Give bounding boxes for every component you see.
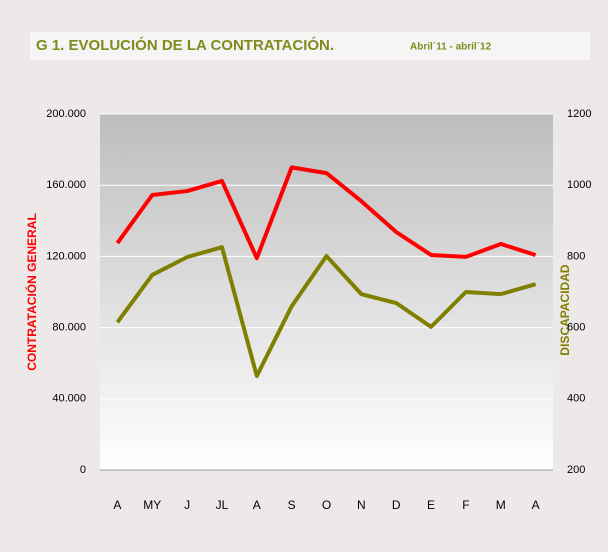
y-tick-label: 120.000 bbox=[46, 250, 86, 262]
y2-tick-label: 200 bbox=[567, 464, 585, 476]
x-tick-label: A bbox=[113, 498, 121, 512]
x-tick-label: JL bbox=[216, 498, 229, 512]
x-tick-label: A bbox=[532, 498, 540, 512]
y-tick-label: 40.000 bbox=[52, 393, 86, 405]
x-tick-label: F bbox=[462, 498, 469, 512]
y-axis-label: CONTRATACIÓN GENERAL bbox=[24, 213, 39, 371]
y2-tick-label: 600 bbox=[567, 322, 585, 334]
title-band bbox=[30, 32, 590, 60]
x-tick-label: MY bbox=[143, 498, 161, 512]
x-tick-label: J bbox=[184, 498, 190, 512]
x-tick-label: A bbox=[253, 498, 261, 512]
y2-axis-label: DISCAPACIDAD bbox=[558, 264, 572, 355]
y2-tick-label: 1200 bbox=[567, 108, 591, 120]
chart-subtitle: Abril´11 - abril´12 bbox=[410, 42, 492, 53]
x-tick-label: O bbox=[322, 498, 331, 512]
line-series bbox=[115, 165, 537, 261]
y-tick-label: 80.000 bbox=[52, 322, 86, 334]
x-tick-label: D bbox=[392, 498, 401, 512]
x-tick-label: N bbox=[357, 498, 366, 512]
y2-tick-label: 1000 bbox=[567, 179, 591, 191]
y-tick-label: 160.000 bbox=[46, 179, 86, 191]
y2-tick-label: 400 bbox=[567, 393, 585, 405]
chart-title: G 1. EVOLUCIÓN DE LA CONTRATACIÓN. bbox=[36, 36, 334, 54]
y-tick-label: 0 bbox=[80, 464, 86, 476]
x-tick-label: E bbox=[427, 498, 435, 512]
y2-tick-label: 800 bbox=[567, 250, 585, 262]
x-tick-label: M bbox=[496, 498, 506, 512]
line-series bbox=[115, 245, 537, 379]
y-tick-label: 200.000 bbox=[46, 108, 86, 120]
x-tick-label: S bbox=[288, 498, 296, 512]
